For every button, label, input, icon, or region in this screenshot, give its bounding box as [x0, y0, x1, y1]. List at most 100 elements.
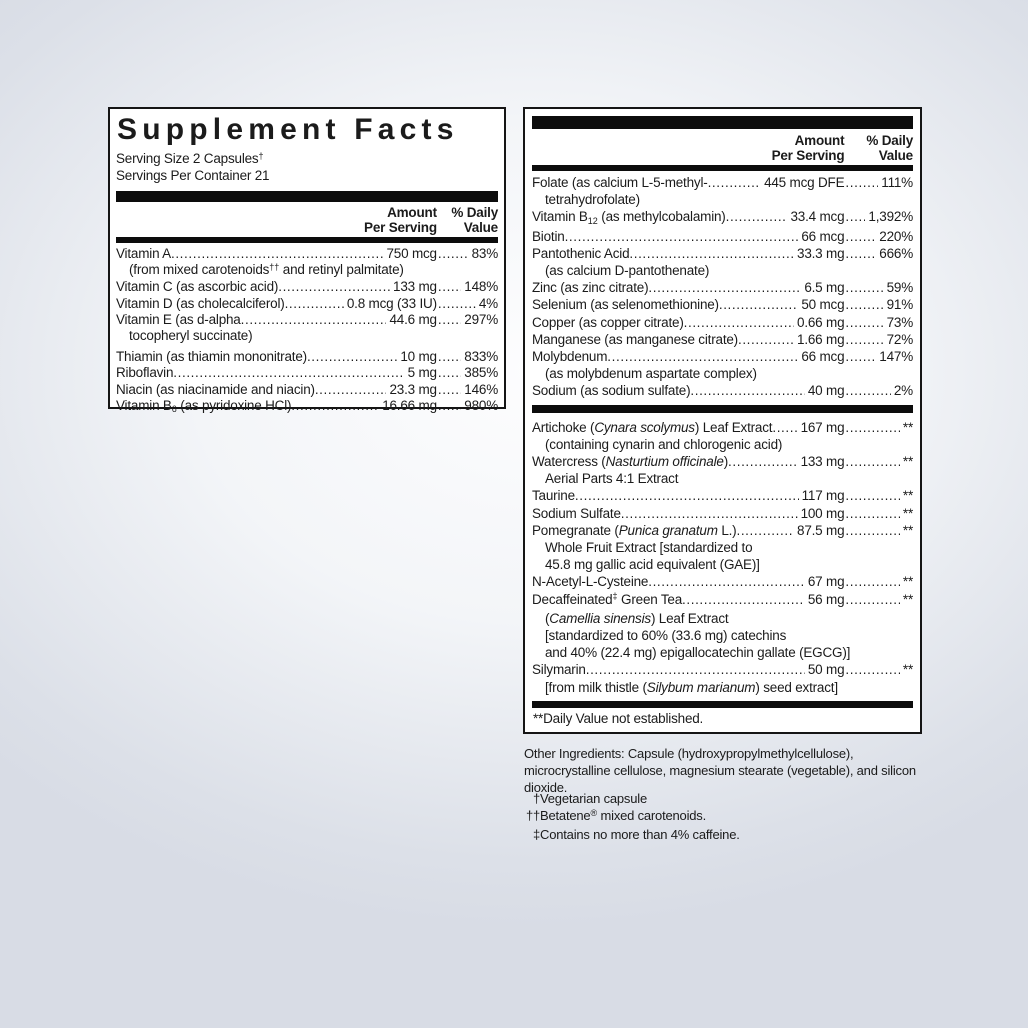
column-headers: Amount Per Serving % Daily Value — [532, 133, 914, 163]
nutrient-name: Riboflavin — [116, 365, 174, 381]
nutrient-name: Sodium Sulfate — [532, 505, 621, 521]
dot-leader — [437, 398, 461, 414]
footnote-row: ‡ Contains no more than 4% caffeine. — [524, 826, 924, 843]
dv-not-established-note: **Daily Value not established. — [533, 710, 704, 726]
nutrient-amount: 167 mg — [800, 419, 845, 435]
nutrient-subline: (as molybdenum aspartate complex) — [545, 366, 757, 382]
nutrient-name: Copper (as copper citrate) — [532, 314, 684, 330]
text-segment: Vitamin B — [532, 209, 588, 225]
nutrient-main: Sodium Sulfate 100 mg — [532, 505, 845, 522]
nutrient-dv-value: 146% — [464, 381, 498, 397]
dot-leader — [682, 591, 805, 608]
nutrient-dv-value: 297% — [464, 311, 498, 327]
dot-leader — [173, 365, 404, 381]
dot-leader — [690, 382, 805, 399]
dot-leader — [738, 331, 794, 348]
nutrient-name: Niacin (as niacinamide and niacin) — [116, 381, 315, 397]
nutrient-name: Silymarin — [532, 662, 586, 678]
dot-leader — [285, 296, 344, 312]
nutrient-row: Vitamin B12 (as methylcobalamin) 33.4 mc… — [532, 208, 913, 227]
footnote-text: Vegetarian capsule — [540, 791, 647, 806]
text-segment: Decaffeinated — [532, 591, 613, 607]
nutrient-row: Sodium Sulfate 100 mg ** — [532, 505, 913, 522]
sup-text: †† — [269, 261, 280, 272]
nutrient-amount: 117 mg — [801, 488, 845, 504]
serving-size-dagger: † — [258, 150, 264, 161]
divider-bar-section — [532, 404, 913, 413]
footnote-mark: ‡ — [532, 827, 540, 842]
nutrient-dv-value: ** — [902, 419, 913, 435]
dot-leader — [736, 522, 794, 539]
nutrient-amount: 66 mcg — [801, 228, 845, 244]
nutrient-dv-value: ** — [902, 505, 913, 521]
nutrient-dv-value: 385% — [464, 365, 498, 381]
nutrient-main: Silymarin 50 mg — [532, 661, 845, 678]
dot-leader — [437, 246, 469, 262]
divider-bar-top — [532, 116, 913, 129]
nutrient-name: Decaffeinated‡ Green Tea — [532, 591, 682, 610]
footnote-mark: †† — [525, 808, 540, 823]
nutrient-dv-value: 59% — [886, 280, 914, 296]
text-segment: and retinyl palmitate) — [279, 262, 404, 278]
nutrient-name: Vitamin B12 (as methylcobalamin) — [532, 208, 726, 227]
nutrient-main: Molybdenum 66 mcg — [532, 348, 845, 365]
nutrient-name: Vitamin D (as cholecalciferol) — [116, 295, 285, 311]
nutrient-subline: (from mixed carotenoids†† and retinyl pa… — [116, 262, 498, 279]
nutrient-dv-value: 1,392% — [868, 209, 913, 225]
text-segment: ) Leaf Extract — [694, 419, 773, 435]
nutrient-main: Vitamin B6 (as pyridoxine HCl) 16.66 mg — [116, 398, 437, 415]
dv-header-line1: % Daily — [866, 133, 913, 148]
latin-name: Cynara scolymus — [594, 419, 695, 435]
dot-leader — [621, 505, 798, 522]
nutrient-row: Vitamin D (as cholecalciferol) 0.8 mcg (… — [116, 296, 498, 312]
nutrient-main: Vitamin C (as ascorbic acid) 133 mg — [116, 279, 437, 295]
dv-column-header: % Daily Value — [437, 205, 498, 235]
text-segment: (as methylcobalamin) — [597, 209, 726, 225]
botanical-rows: Artichoke (Cynara scolymus) Leaf Extract… — [532, 419, 913, 696]
text-segment: ) seed extract] — [755, 679, 838, 695]
text-segment: Pomegranate ( — [532, 522, 619, 538]
nutrient-main: Taurine 117 mg — [532, 487, 845, 504]
nutrient-subline: (as calcium D-pantothenate) — [545, 263, 710, 279]
dot-leader — [728, 453, 798, 470]
nutrient-name: Watercress (Nasturtium officinale) — [532, 453, 728, 470]
dot-leader — [844, 382, 890, 399]
nutrient-amount: 133 mg — [800, 454, 845, 470]
nutrient-main: Zinc (as zinc citrate) 6.5 mg — [532, 279, 845, 296]
dv-header-line1: % Daily — [451, 205, 498, 220]
nutrient-row: Artichoke (Cynara scolymus) Leaf Extract… — [532, 419, 913, 436]
nutrient-row: Niacin (as niacinamide and niacin) 23.3 … — [116, 382, 498, 398]
dot-leader — [241, 312, 387, 328]
nutrient-subline: Aerial Parts 4:1 Extract — [545, 471, 679, 487]
nutrient-row: Copper (as copper citrate) 0.66 mg 73% — [532, 314, 913, 331]
nutrient-row: N-Acetyl-L-Cysteine 67 mg ** — [532, 573, 913, 590]
nutrient-main: Artichoke (Cynara scolymus) Leaf Extract… — [532, 419, 845, 436]
other-ingredients-text: Other Ingredients: Capsule (hydroxypropy… — [524, 746, 916, 795]
amount-header-line1: Amount — [794, 133, 845, 148]
nutrient-name: Vitamin C (as ascorbic acid) — [116, 279, 279, 295]
dot-leader — [565, 228, 799, 245]
dot-leader — [726, 208, 788, 225]
nutrient-dv-value: ** — [902, 522, 913, 538]
nutrient-name: Vitamin B6 (as pyridoxine HCl) — [116, 398, 291, 415]
nutrient-main: Selenium (as selenomethionine) 50 mcg — [532, 296, 845, 313]
text-segment: Green Tea — [617, 591, 683, 607]
divider-bar-medium — [532, 165, 913, 171]
text-segment: Watercress ( — [532, 454, 606, 470]
dot-leader — [437, 349, 461, 365]
nutrient-amount: 6.5 mg — [804, 280, 845, 296]
nutrient-main: N-Acetyl-L-Cysteine 67 mg — [532, 573, 845, 590]
nutrient-main: Vitamin E (as d-alpha 44.6 mg — [116, 312, 437, 328]
nutrient-row: Zinc (as zinc citrate) 6.5 mg 59% — [532, 279, 913, 296]
dot-leader — [844, 314, 883, 331]
servings-per-container: Servings Per Container 21 — [116, 168, 270, 183]
nutrient-row: Pomegranate (Punica granatum L.) 87.5 mg… — [532, 522, 913, 539]
dot-leader — [844, 331, 883, 348]
dot-leader — [844, 228, 876, 245]
nutrient-main: Thiamin (as thiamin mononitrate) 10 mg — [116, 349, 437, 365]
nutrient-amount: 23.3 mg — [389, 381, 437, 397]
nutrient-amount: 56 mg — [807, 591, 845, 607]
nutrient-amount: 50 mcg — [801, 297, 845, 313]
nutrient-subline: (Camellia sinensis) Leaf Extract — [532, 610, 913, 627]
footnote-text: Betatene® mixed carotenoids. — [540, 807, 706, 826]
